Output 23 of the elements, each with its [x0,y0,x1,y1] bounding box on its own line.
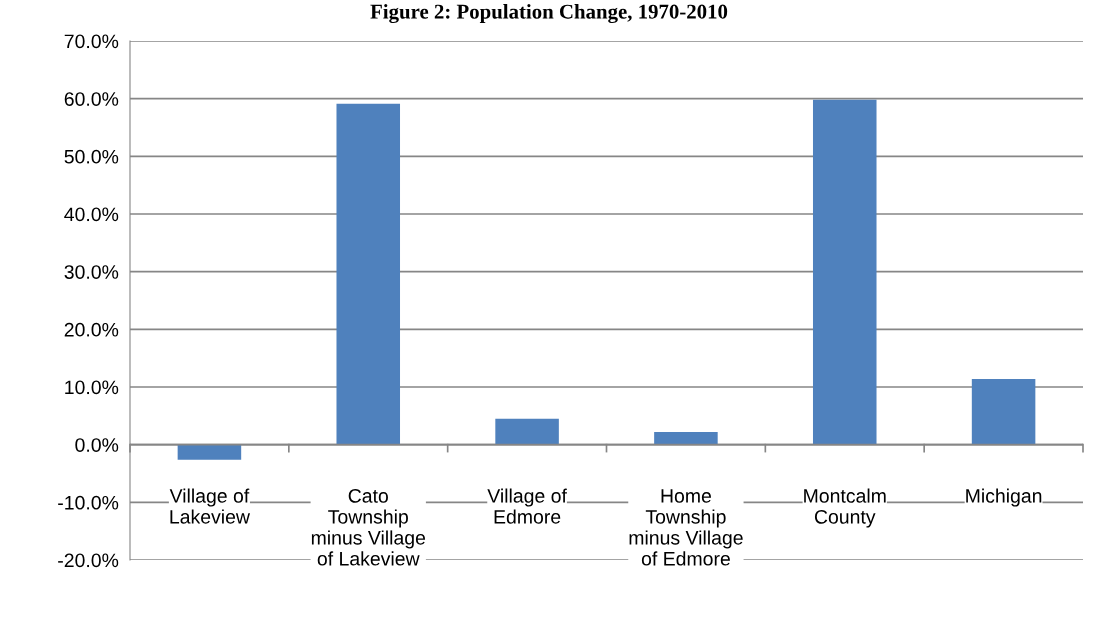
x-tick-label: Montcalm County [804,488,886,528]
y-tick-label: 20.0% [64,322,119,337]
x-tick-label: Cato Township minus Village of Lakeview [311,489,426,566]
y-tick-label: 70.0% [64,34,119,49]
y-tick-label: 40.0% [64,207,119,222]
x-tick-label: Home Township minus Village of Edmore [629,489,743,566]
bar [495,418,559,445]
y-tick-label: 10.0% [65,380,119,395]
x-tick-label: Village of Lakeview [169,488,250,524]
y-tick-label: 30.0% [64,265,119,279]
chart-title: Figure 2: Population Change, 1970-2010 [370,4,728,24]
y-tick-label: 60.0% [64,92,119,106]
bar [971,378,1036,445]
x-tick-label: Michigan [966,488,1042,507]
y-tick-label: -10.0% [58,495,119,510]
bar [812,99,877,445]
bar [654,431,718,445]
x-tick-label: Village of Edmore [487,488,567,524]
bar [336,103,401,445]
y-tick-label: 50.0% [64,149,119,164]
y-tick-label: 0.0% [75,438,119,452]
bar [177,444,242,460]
y-tick-label: -20.0% [58,553,119,568]
